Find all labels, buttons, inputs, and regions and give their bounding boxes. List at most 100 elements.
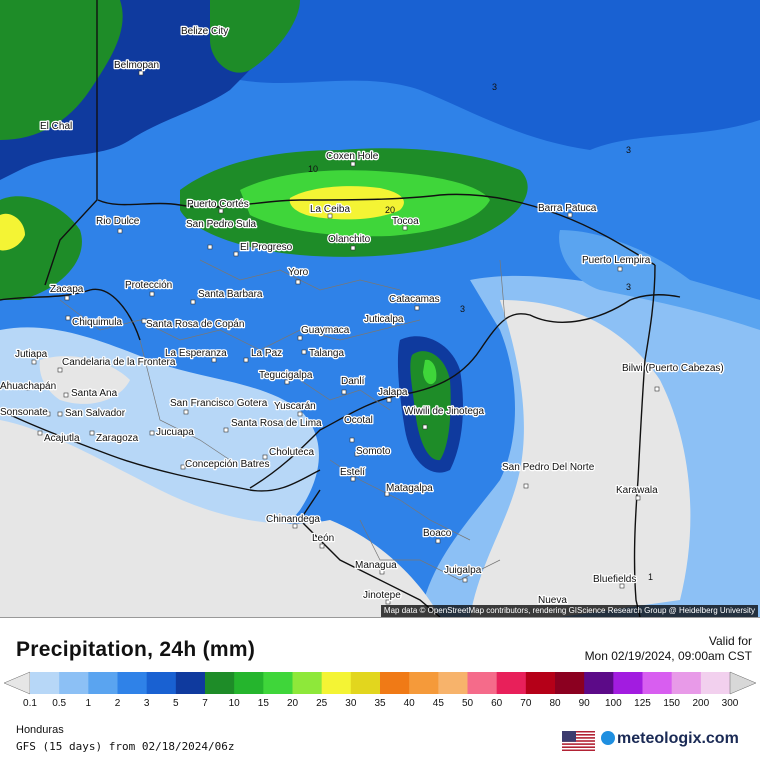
- colorbar-swatch: [584, 672, 614, 694]
- svg-text:El Chal: El Chal: [40, 121, 72, 132]
- svg-text:Jucuapa: Jucuapa: [156, 427, 194, 438]
- svg-text:Chiquimula: Chiquimula: [72, 317, 122, 328]
- city-chiquimula: Chiquimula: [65, 315, 124, 329]
- colorbar-swatch: [700, 672, 731, 694]
- colorbar-tick-label: 20: [286, 698, 299, 709]
- svg-text:Juigalpa: Juigalpa: [444, 565, 482, 576]
- svg-text:Barra Patuca: Barra Patuca: [538, 203, 597, 214]
- city-ocotal: Ocotal: [343, 414, 374, 443]
- colorbar-tick-label: 200: [692, 698, 710, 709]
- city-tegucigalpa: Tegucigalpa: [258, 369, 314, 385]
- svg-text:Concepción Batres: Concepción Batres: [185, 459, 270, 470]
- field-yellow-laceiba: [289, 186, 404, 220]
- svg-text:La Esperanza: La Esperanza: [165, 348, 227, 359]
- svg-text:Ocotal: Ocotal: [344, 415, 373, 426]
- svg-text:Belmopan: Belmopan: [114, 60, 159, 71]
- svg-text:Puerto Cortés: Puerto Cortés: [187, 199, 249, 210]
- city-guaymaca: Guaymaca: [297, 324, 351, 341]
- colorbar-tick-label: 0.1: [23, 698, 37, 709]
- city-santa-rosa-copan: Santa Rosa de Copán: [141, 318, 246, 331]
- city-coxen-hole: Coxen Hole: [325, 150, 380, 167]
- svg-text:Jalapa: Jalapa: [378, 387, 408, 398]
- city-choluteca: Choluteca: [262, 446, 316, 460]
- country-borders: [0, 0, 681, 617]
- city-puerto-lempira: Puerto Lempira: [581, 254, 652, 272]
- city-ahuachapan: Ahuachapán: [0, 380, 57, 394]
- svg-text:Belize City: Belize City: [181, 26, 228, 37]
- city-san-francisco-gotera: San Francisco Gotera: [169, 397, 269, 415]
- field-2mm-east: [559, 230, 760, 330]
- city-matagalpa: Matagalpa: [384, 482, 434, 497]
- admin-boundaries: [59, 259, 506, 581]
- colorbar-swatch: [438, 672, 468, 694]
- svg-text:La Ceiba: La Ceiba: [310, 204, 350, 215]
- city-somoto: Somoto: [354, 445, 392, 458]
- colorbar-swatch: [263, 672, 293, 694]
- precip-fields: [0, 0, 760, 617]
- contour-label: 3: [492, 82, 497, 92]
- svg-text:Santa Ana: Santa Ana: [71, 388, 118, 399]
- city-karawala: Karawala: [615, 484, 659, 501]
- colorbar-tick-label: 125: [634, 698, 651, 709]
- field-green-nw: [0, 0, 123, 140]
- colorbar-swatch: [292, 672, 323, 694]
- svg-text:Coxen Hole: Coxen Hole: [326, 151, 379, 162]
- svg-text:Tocoa: Tocoa: [392, 216, 419, 227]
- svg-text:Somoto: Somoto: [356, 446, 391, 457]
- svg-text:Bilwi (Puerto Cabezas): Bilwi (Puerto Cabezas): [622, 363, 724, 374]
- colorbar-swatch: [467, 672, 498, 694]
- city-tocoa: Tocoa: [391, 215, 420, 231]
- color-scale-ticks: 0.1 0.5 1 2 3 5 7 10 15 20 25 30 35 40 45 50 60 70 80 90 100…: [0, 698, 760, 712]
- svg-text:Sonsonate: Sonsonate: [0, 407, 48, 418]
- svg-text:Boaco: Boaco: [423, 528, 452, 539]
- svg-text:San Pedro Del Norte: San Pedro Del Norte: [502, 462, 595, 473]
- coast-pacific: [0, 409, 321, 492]
- city-santa-rosa-lima: Santa Rosa de Lima: [223, 417, 323, 433]
- svg-text:Matagalpa: Matagalpa: [386, 483, 433, 494]
- city-olanchito: Olanchito: [327, 233, 372, 251]
- svg-text:León: León: [312, 533, 334, 544]
- contour-label: 3: [626, 145, 631, 155]
- colorbar-tick-label: 0.5: [52, 698, 67, 709]
- contour-label: 3: [626, 282, 631, 292]
- colorbar-swatch: [117, 672, 148, 694]
- colorbar-tick-label: 45: [432, 698, 444, 709]
- colorbar-swatch: [409, 672, 439, 694]
- field-green-belize: [210, 0, 300, 73]
- city-jalapa: Jalapa: [377, 386, 409, 403]
- page-title: Precipitation, 24h (mm): [16, 638, 256, 661]
- svg-text:Santa Rosa de Lima: Santa Rosa de Lima: [231, 418, 322, 429]
- colorbar-tick-label: 90: [578, 698, 590, 709]
- city-labels: Belize City Belmopan El Chal Coxen Hole …: [0, 25, 725, 608]
- svg-text:Chinandega: Chinandega: [266, 514, 320, 525]
- colorbar-tick-label: 10: [228, 698, 240, 709]
- city-juigalpa: Juigalpa: [443, 564, 483, 583]
- city-leon: León: [311, 532, 336, 549]
- colorbar-swatch: [525, 672, 556, 694]
- valid-for-label: Valid for: [708, 634, 752, 648]
- svg-text:Santa Rosa de Copán: Santa Rosa de Copán: [146, 319, 244, 330]
- colorbar-tick-label: 300: [721, 698, 739, 709]
- city-jinotepe: Jinotepe: [362, 589, 403, 605]
- colorbar-swatch: [380, 672, 410, 694]
- city-santa-ana: Santa Ana: [63, 387, 119, 400]
- svg-text:Catacamas: Catacamas: [389, 294, 440, 305]
- svg-text:Protección: Protección: [125, 280, 172, 291]
- precipitation-map[interactable]: 3 3 3 3 10 20 1 Belize City Belmopan El …: [0, 0, 760, 617]
- svg-text:Puerto Lempira: Puerto Lempira: [582, 255, 651, 266]
- brand-logo[interactable]: meteologix.com: [601, 730, 739, 748]
- svg-text:San Francisco Gotera: San Francisco Gotera: [170, 398, 268, 409]
- border-honduras-nicaragua: [249, 294, 681, 489]
- city-juticalpa: Juticalpa: [363, 313, 406, 327]
- city-belmopan: Belmopan: [113, 59, 160, 76]
- svg-text:Juticalpa: Juticalpa: [364, 314, 404, 325]
- contour-label: 3: [460, 304, 465, 314]
- city-managua: Managua: [354, 559, 398, 575]
- city-la-esperanza: La Esperanza: [164, 347, 228, 363]
- city-proteccion: Protección: [124, 279, 174, 297]
- city-boaco: Boaco: [422, 527, 453, 544]
- us-flag-icon[interactable]: [562, 731, 595, 751]
- city-zacapa: Zacapa: [49, 283, 85, 301]
- colorbar-swatch: [671, 672, 702, 694]
- brand-name: meteologix.com: [617, 730, 739, 747]
